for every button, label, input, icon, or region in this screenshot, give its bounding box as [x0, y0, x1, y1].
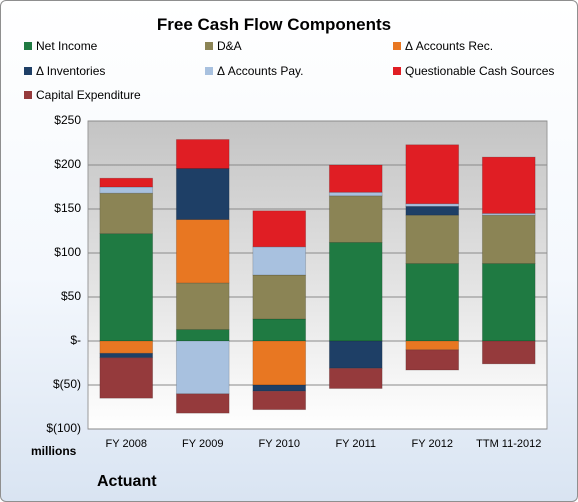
bar-segment — [405, 349, 460, 371]
legend-swatch — [24, 42, 32, 50]
bar-segment — [405, 205, 460, 216]
company-name: Actuant — [97, 473, 157, 490]
bar-segment — [175, 393, 230, 414]
legend-item-net-income: Net Income — [24, 39, 97, 53]
legend-swatch — [205, 67, 213, 75]
x-tick-label: FY 2008 — [105, 438, 147, 450]
x-tick-label: TTM 11-2012 — [476, 438, 542, 450]
bar-segment — [99, 340, 154, 354]
legend-swatch — [24, 91, 32, 99]
plot-background — [87, 120, 548, 430]
bar-segment — [252, 318, 307, 342]
bar-segment — [252, 390, 307, 411]
y-tick-label: $(50) — [52, 377, 81, 391]
bar-segment — [328, 191, 383, 197]
x-tick-label: FY 2010 — [258, 438, 300, 450]
legend-item-questionable-cash: Questionable Cash Sources — [393, 64, 554, 78]
legend-label: Capital Expenditure — [36, 88, 141, 102]
bar-segment — [481, 263, 536, 342]
bar-segment — [99, 233, 154, 342]
legend-label: Δ Accounts Pay. — [217, 64, 304, 78]
bar-segment — [99, 186, 154, 194]
y-tick-label: $(100) — [46, 421, 81, 435]
x-tick-label: FY 2009 — [182, 438, 224, 450]
legend-item-da: D&A — [205, 39, 242, 53]
y-tick-label: $150 — [54, 201, 81, 215]
bar-segment — [99, 192, 154, 235]
bar-segment — [175, 219, 230, 284]
y-tick-label: $- — [70, 333, 81, 347]
bar-segment — [252, 384, 307, 392]
y-tick-label: $100 — [54, 245, 81, 259]
chart-title: Free Cash Flow Components — [156, 15, 392, 34]
legend-label: Δ Inventories — [36, 64, 106, 78]
bar-segment — [175, 168, 230, 220]
bar-segment — [405, 214, 460, 264]
y-tick-label: $250 — [54, 113, 81, 127]
x-tick-label: FY 2011 — [335, 438, 377, 450]
bar-segment — [481, 340, 536, 365]
legend-label: D&A — [217, 39, 242, 53]
bar-segment — [481, 214, 536, 264]
bar-segment — [405, 340, 460, 351]
bar-segment — [252, 274, 307, 320]
bar-segment — [481, 156, 536, 214]
units-label: millions — [31, 444, 77, 458]
bar-segment — [175, 282, 230, 330]
legend-swatch — [24, 67, 32, 75]
legend-swatch — [205, 42, 213, 50]
legend-item-accounts-rec: Δ Accounts Rec. — [393, 39, 493, 53]
legend-label: Questionable Cash Sources — [405, 64, 555, 78]
bar-segment — [328, 340, 383, 369]
bar-segment — [252, 340, 307, 386]
bar-segment — [328, 242, 383, 342]
bar-segment — [328, 195, 383, 243]
legend-label: Δ Accounts Rec. — [405, 39, 494, 53]
bar-segment — [405, 144, 460, 205]
bar-segment — [252, 210, 307, 248]
legend-item-accounts-pay: Δ Accounts Pay. — [205, 64, 304, 78]
y-tick-label: $50 — [60, 289, 81, 303]
x-tick-label: FY 2012 — [411, 438, 453, 450]
legend-item-capex: Capital Expenditure — [24, 88, 141, 102]
bar-segment — [99, 357, 154, 399]
legend-swatch — [393, 42, 401, 50]
bar-segment — [99, 177, 154, 188]
bar-segment — [328, 164, 383, 193]
legend-label: Net Income — [36, 39, 98, 53]
legend-item-inventories: Δ Inventories — [24, 64, 105, 78]
y-tick-label: $200 — [54, 157, 81, 171]
bar-segment — [175, 329, 230, 342]
bar-segment — [99, 352, 154, 359]
bar-segment — [405, 263, 460, 342]
bar-segment — [175, 139, 230, 169]
legend-swatch — [393, 67, 401, 75]
bar-segment — [175, 340, 230, 395]
bar-segment — [252, 246, 307, 276]
bar-segment — [328, 367, 383, 389]
